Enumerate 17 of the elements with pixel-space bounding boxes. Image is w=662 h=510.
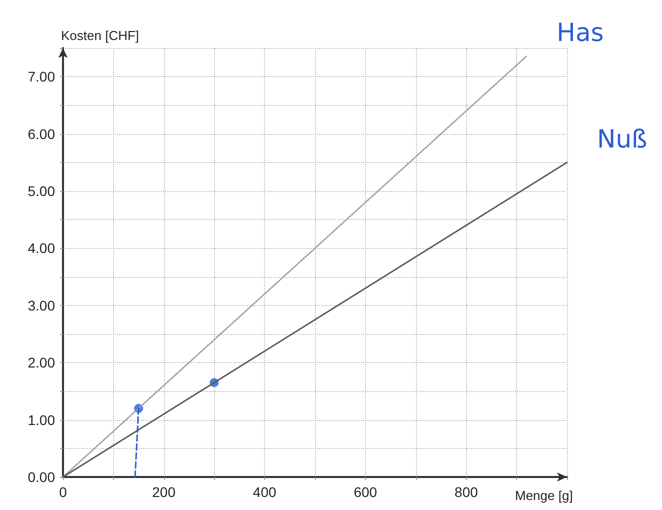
y-tick-label: 5.00 [28,183,56,199]
y-tick-label: 1.00 [28,412,56,428]
y-tick-label: 0.00 [28,469,56,485]
x-tick-label: 600 [354,484,378,500]
x-axis-title: Menge [g] [515,488,573,503]
y-tick-label: 4.00 [28,240,56,256]
x-tick-label: 200 [152,484,176,500]
x-tick-label: 400 [252,484,276,500]
annotation: Has [556,18,604,48]
y-axis-title: Kosten [CHF] [61,28,140,43]
annotation: Nuß [597,124,648,154]
x-tick-label: 800 [454,484,478,500]
y-tick-label: 3.00 [28,297,56,314]
x-tick-label: 0 [59,484,68,500]
y-tick-label: 7.00 [28,68,56,85]
y-tick-label: 2.00 [28,354,56,371]
y-tick-label: 6.00 [28,126,56,142]
